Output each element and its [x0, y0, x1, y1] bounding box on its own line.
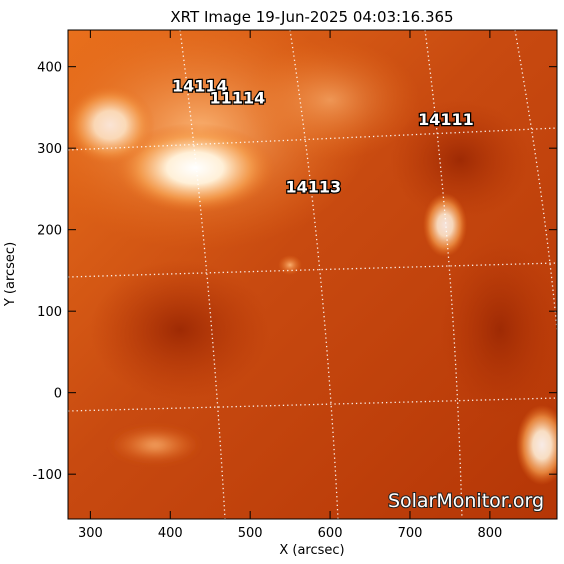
x-tick-label: 700: [398, 526, 423, 541]
x-tick-label: 300: [78, 526, 103, 541]
chart-title: XRT Image 19-Jun-2025 04:03:16.365: [170, 8, 453, 26]
region-label: 14114: [172, 76, 228, 95]
plot-frame: [67, 29, 558, 520]
y-tick-label: 100: [37, 305, 62, 320]
x-axis-label: X (arcsec): [279, 543, 344, 558]
y-tick-label: 200: [37, 224, 62, 239]
x-tick-label: 600: [318, 526, 343, 541]
x-tick-label: 800: [477, 526, 502, 541]
x-tick-label: 400: [158, 526, 183, 541]
region-label: 14111: [418, 110, 474, 129]
watermark: SolarMonitor.org: [388, 490, 544, 512]
region-label: 14113: [285, 177, 341, 196]
y-axis-label: Y (arcsec): [3, 242, 18, 307]
y-tick-label: 0: [54, 387, 62, 402]
region-label: 11114: [210, 89, 266, 108]
y-tick-label: 300: [37, 142, 62, 157]
y-tick-label: -100: [32, 468, 62, 483]
y-tick-label: 400: [37, 61, 62, 76]
x-tick-label: 500: [238, 526, 263, 541]
solar-image: [68, 30, 557, 519]
